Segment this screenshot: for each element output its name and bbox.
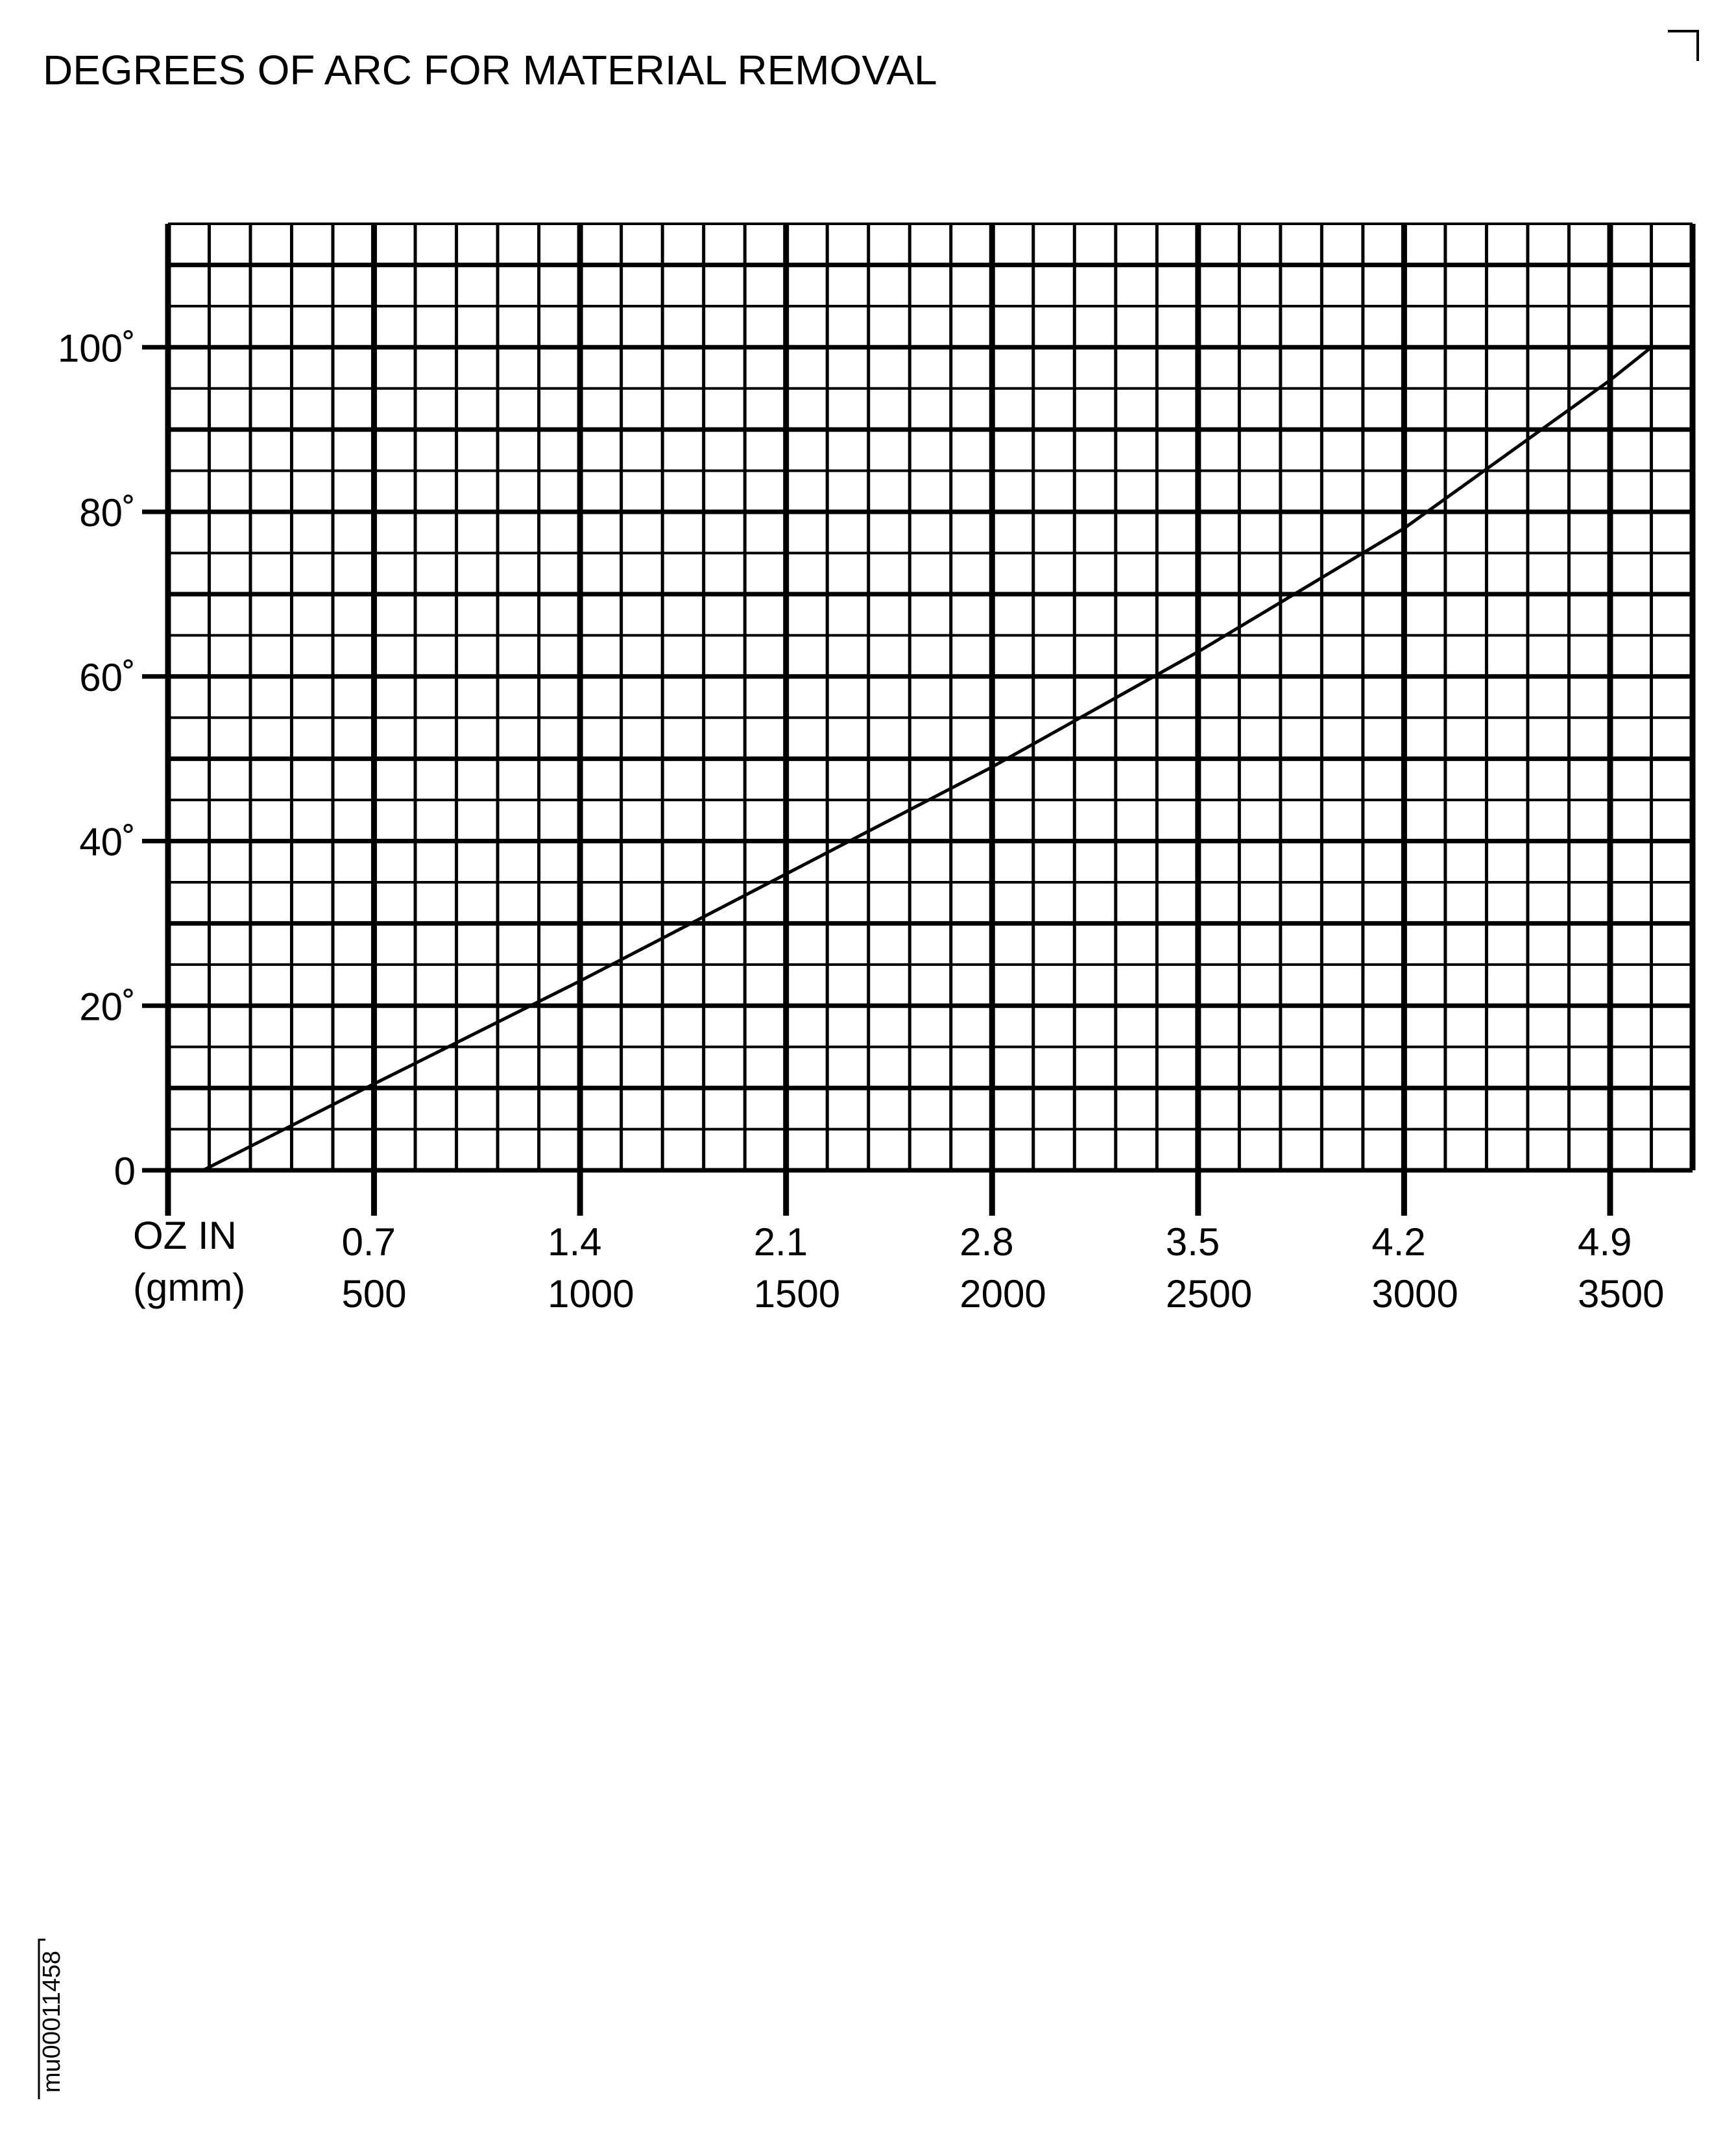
grid [142, 223, 1696, 1216]
x-axis-label-gmm: (gmm) [133, 1266, 245, 1309]
y-tick-label: 20˚ [79, 985, 136, 1028]
x-tick-label-oz-in: 1.4 [548, 1220, 601, 1264]
x-tick-label-oz-in: 3.5 [1166, 1220, 1220, 1264]
x-tick-label-oz-in: 0.7 [342, 1220, 396, 1264]
x-ticks: 0.7 500 1.4 1000 2.1 1500 2.8 2000 3.5 2500 4.2 300… [342, 1220, 1665, 1316]
y-tick-label: 60˚ [79, 656, 136, 699]
y-tick-label: 80˚ [79, 491, 136, 535]
x-tick-label-oz-in: 2.8 [959, 1220, 1013, 1264]
x-tick-label-gmm: 2500 [1166, 1272, 1252, 1316]
chart-title: DEGREES OF ARC FOR MATERIAL REMOVAL [43, 47, 937, 93]
x-tick-label-oz-in: 4.9 [1578, 1220, 1632, 1264]
corner-mark-top-right [1668, 30, 1699, 61]
figure-id-bracket [38, 1938, 45, 2099]
x-tick-label-gmm: 3500 [1578, 1272, 1664, 1316]
x-tick-label-gmm: 3000 [1371, 1272, 1458, 1316]
series-line [202, 346, 1653, 1172]
y-ticks: 0 20˚ 40˚ 60˚ 80˚ 100˚ [58, 326, 136, 1193]
x-tick-label-gmm: 1000 [548, 1272, 634, 1316]
y-tick-label: 0 [114, 1150, 136, 1193]
x-tick-label-oz-in: 2.1 [754, 1220, 808, 1264]
x-tick-label-oz-in: 4.2 [1371, 1220, 1425, 1264]
figure-id: mu00011458 [38, 1938, 66, 2099]
x-tick-label-gmm: 2000 [959, 1272, 1046, 1316]
x-tick-label-gmm: 500 [342, 1272, 407, 1316]
y-tick-label: 40˚ [79, 821, 136, 864]
y-tick-label: 100˚ [58, 326, 136, 370]
figure-id-text: mu00011458 [38, 1951, 66, 2093]
x-axis-label-oz: OZ IN [133, 1214, 237, 1257]
x-tick-label-gmm: 1500 [754, 1272, 840, 1316]
